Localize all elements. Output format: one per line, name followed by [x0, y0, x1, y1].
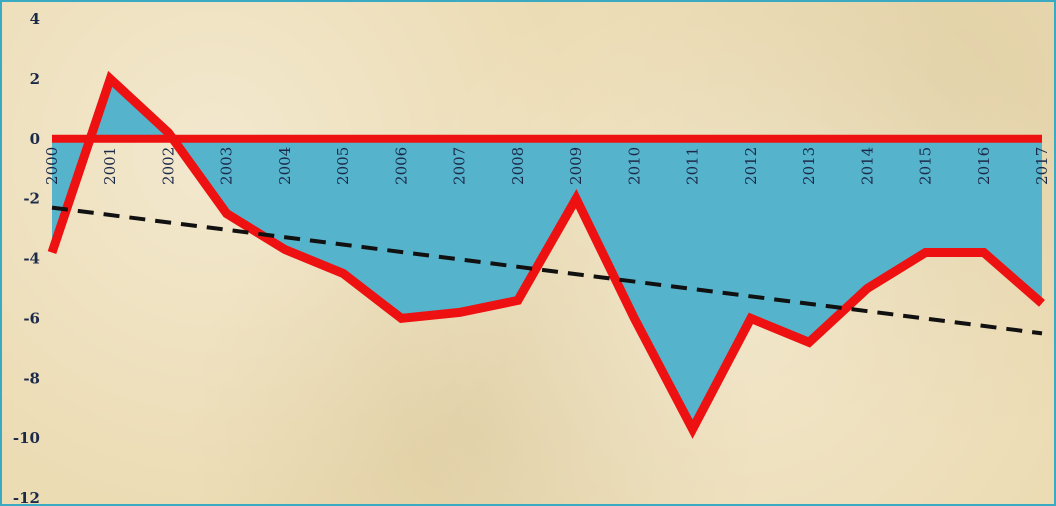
y-tick-label: 4 — [30, 10, 40, 28]
x-tick-label: 2007 — [451, 147, 469, 185]
y-tick-label: -12 — [13, 489, 40, 504]
x-tick-label: 2015 — [917, 147, 935, 185]
x-tick-label: 2014 — [858, 147, 876, 185]
y-tick-label: 2 — [30, 70, 40, 88]
trend-line — [51, 205, 1043, 336]
y-axis-ticks: 4 2 0 -2 -4 -6 -8 -10 -12 — [13, 10, 40, 504]
x-tick-label: 2013 — [800, 147, 818, 185]
x-tick-label: 2004 — [276, 147, 294, 185]
x-tick-label: 2017 — [1033, 147, 1051, 185]
x-axis-ticks: 2000 2001 2002 2003 2004 2005 2006 2007 2008 2009… — [43, 147, 1051, 185]
x-tick-label: 2006 — [392, 147, 410, 185]
x-tick-label: 2009 — [567, 147, 585, 185]
x-tick-label: 2008 — [509, 147, 527, 185]
x-tick-label: 2000 — [43, 147, 61, 185]
x-tick-label: 2002 — [159, 147, 177, 185]
y-tick-label: 0 — [30, 130, 40, 148]
x-tick-label: 2011 — [684, 147, 702, 185]
y-tick-label: -8 — [23, 369, 40, 387]
x-tick-label: 2016 — [975, 147, 993, 185]
x-tick-label: 2001 — [101, 147, 119, 185]
series-line — [47, 70, 1045, 439]
series-area — [52, 78, 1042, 430]
x-tick-label: 2003 — [218, 147, 236, 185]
y-tick-label: -2 — [23, 190, 40, 208]
y-tick-label: -6 — [23, 309, 40, 327]
y-tick-label: -10 — [13, 429, 40, 447]
x-tick-label: 2012 — [742, 147, 760, 185]
x-tick-label: 2010 — [625, 147, 643, 185]
y-tick-label: -4 — [23, 250, 40, 268]
x-tick-label: 2005 — [334, 147, 352, 185]
